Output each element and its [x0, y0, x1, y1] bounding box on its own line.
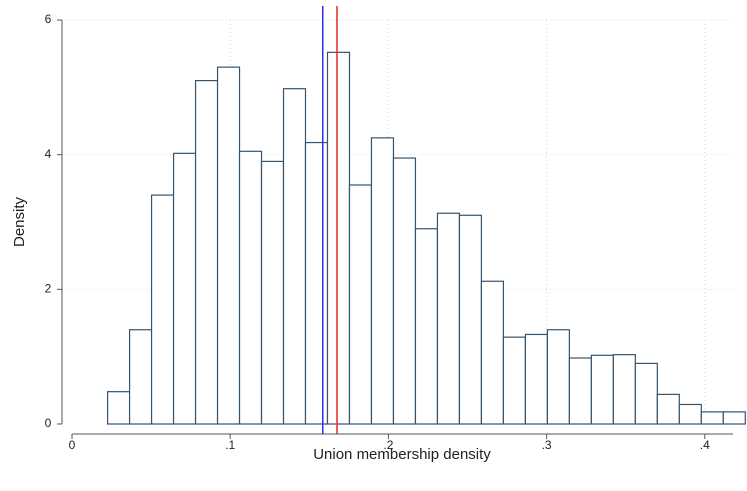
- histogram-bar: [678, 403, 702, 425]
- histogram-bar: [304, 141, 329, 425]
- histogram-bar: [656, 393, 680, 425]
- histogram-bar: [326, 51, 351, 425]
- histogram-bar: [282, 88, 307, 425]
- x-tick-label: .4: [700, 438, 710, 452]
- histogram-bar: [634, 362, 658, 425]
- axes: [57, 19, 733, 439]
- histogram-bar: [172, 152, 197, 425]
- tick-labels: 0 2 4 6 0 .1 .2 .3 .4: [45, 12, 710, 452]
- histogram-bar: [260, 160, 285, 425]
- x-tick-label: .3: [542, 438, 552, 452]
- histogram-bar: [480, 280, 505, 425]
- y-tick-label: 4: [45, 147, 52, 161]
- y-axis-title: Density: [11, 196, 28, 247]
- histogram-bar: [436, 212, 461, 425]
- histogram-bar: [590, 354, 614, 425]
- histogram-bar: [414, 228, 439, 425]
- x-tick-label: .2: [383, 438, 393, 452]
- histogram-bar: [348, 184, 373, 425]
- histogram-bar: [700, 411, 724, 425]
- histogram-bar: [458, 214, 483, 425]
- histogram-bar: [524, 333, 548, 425]
- histogram-bar: [150, 194, 175, 425]
- histogram-bar: [568, 357, 592, 425]
- x-tick-label: 0: [69, 438, 76, 452]
- histogram-bars: [106, 51, 746, 425]
- y-tick-label: 2: [45, 282, 52, 296]
- histogram-bar: [392, 157, 417, 425]
- x-tick-label: .1: [225, 438, 235, 452]
- histogram-bar: [612, 354, 636, 425]
- histogram-bar: [370, 137, 395, 425]
- y-tick-label: 6: [45, 12, 52, 26]
- histogram-bar: [194, 80, 219, 425]
- reference-lines: [321, 6, 338, 434]
- histogram-bar: [128, 329, 153, 425]
- histogram-bar: [502, 336, 527, 425]
- histogram-bar: [106, 391, 131, 425]
- histogram-bar: [722, 411, 746, 425]
- histogram-bar: [238, 150, 263, 425]
- histogram-bar: [546, 329, 570, 425]
- x-axis-title: Union membership density: [313, 446, 491, 463]
- y-tick-label: 0: [45, 416, 52, 430]
- histogram-bar: [216, 66, 241, 425]
